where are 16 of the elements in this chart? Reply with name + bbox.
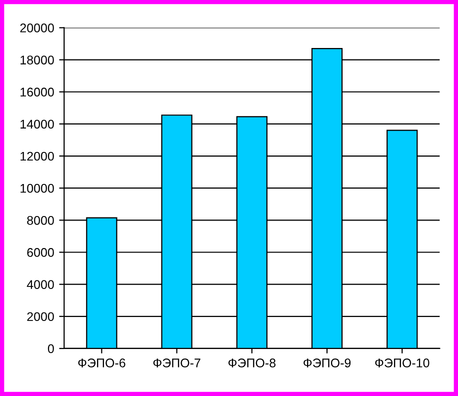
y-tick-label: 12000 xyxy=(20,152,54,161)
y-tick-label: 8000 xyxy=(27,216,54,225)
y-tick-label: 2000 xyxy=(27,312,54,322)
y-tick-label: 20000 xyxy=(20,24,54,32)
x-tick-label: ФЭПО-7 xyxy=(153,358,200,368)
x-tick-label: ФЭПО-10 xyxy=(375,358,430,368)
y-tick-label: 14000 xyxy=(20,120,54,129)
y-tick-label: 18000 xyxy=(20,56,54,64)
x-tick-label: ФЭПО-9 xyxy=(304,358,351,368)
x-tick-label: ФЭПО-8 xyxy=(228,358,276,368)
y-tick-label: 0 xyxy=(48,344,54,354)
y-tick-label: 4000 xyxy=(26,280,54,289)
y-tick-label: 16000 xyxy=(20,88,54,97)
y-tick-label: 6000 xyxy=(27,248,54,257)
y-tick-label: 10000 xyxy=(20,184,54,193)
x-tick-label: ФЭПО-6 xyxy=(78,358,126,368)
